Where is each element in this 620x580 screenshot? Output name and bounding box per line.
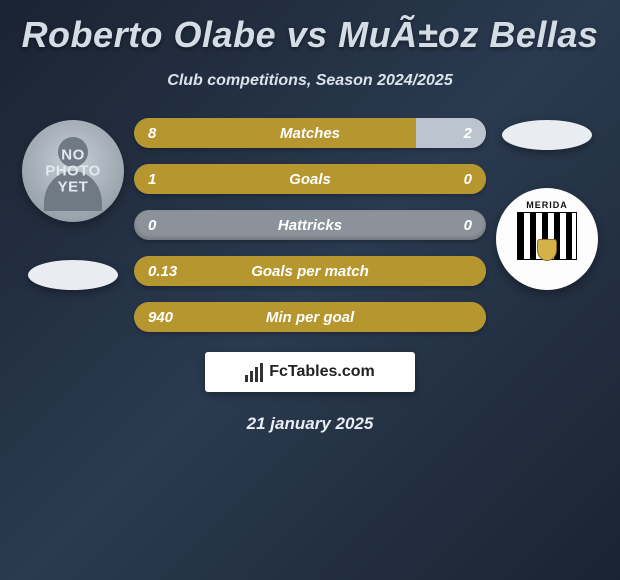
stat-label: Min per goal [134, 309, 486, 326]
stat-right-value: 0 [464, 171, 472, 188]
stats-column: 8Matches21Goals00Hattricks00.13Goals per… [128, 118, 492, 332]
no-photo-line3: YET [58, 178, 89, 195]
stat-bar: 0Hattricks0 [134, 210, 486, 240]
no-photo-label: NO PHOTO YET [45, 147, 101, 194]
main-row: NO PHOTO YET 8Matches21Goals00Hattricks0… [10, 118, 610, 332]
stat-label: Hattricks [134, 217, 486, 234]
stat-label: Goals per match [134, 263, 486, 280]
branding-text: FcTables.com [269, 363, 375, 381]
player-right-badge: MERIDA [496, 188, 598, 290]
stat-label: Matches [134, 125, 486, 142]
player-right-flag [502, 120, 592, 150]
player-left-flag [28, 260, 118, 290]
no-photo-line1: NO [61, 146, 85, 163]
branding-badge[interactable]: FcTables.com [205, 352, 415, 392]
stat-right-value: 0 [464, 217, 472, 234]
stat-bar: 1Goals0 [134, 164, 486, 194]
page-title: Roberto Olabe vs MuÃ±oz Bellas [10, 14, 610, 56]
subtitle: Club competitions, Season 2024/2025 [10, 72, 610, 90]
date-label: 21 january 2025 [10, 414, 610, 434]
stat-label: Goals [134, 171, 486, 188]
stat-right-value: 2 [464, 125, 472, 142]
player-right-column: MERIDA [492, 118, 602, 290]
stat-bar: 8Matches2 [134, 118, 486, 148]
no-photo-line2: PHOTO [45, 162, 101, 179]
stat-bar: 940Min per goal [134, 302, 486, 332]
club-crest-icon: MERIDA [512, 200, 582, 278]
badge-stripes [517, 212, 577, 260]
player-left-avatar: NO PHOTO YET [22, 120, 124, 222]
player-left-column: NO PHOTO YET [18, 118, 128, 290]
bar-chart-icon [245, 362, 265, 382]
stat-bar: 0.13Goals per match [134, 256, 486, 286]
comparison-card: Roberto Olabe vs MuÃ±oz Bellas Club comp… [0, 0, 620, 434]
badge-text: MERIDA [526, 200, 568, 210]
badge-shield-icon [537, 239, 557, 261]
